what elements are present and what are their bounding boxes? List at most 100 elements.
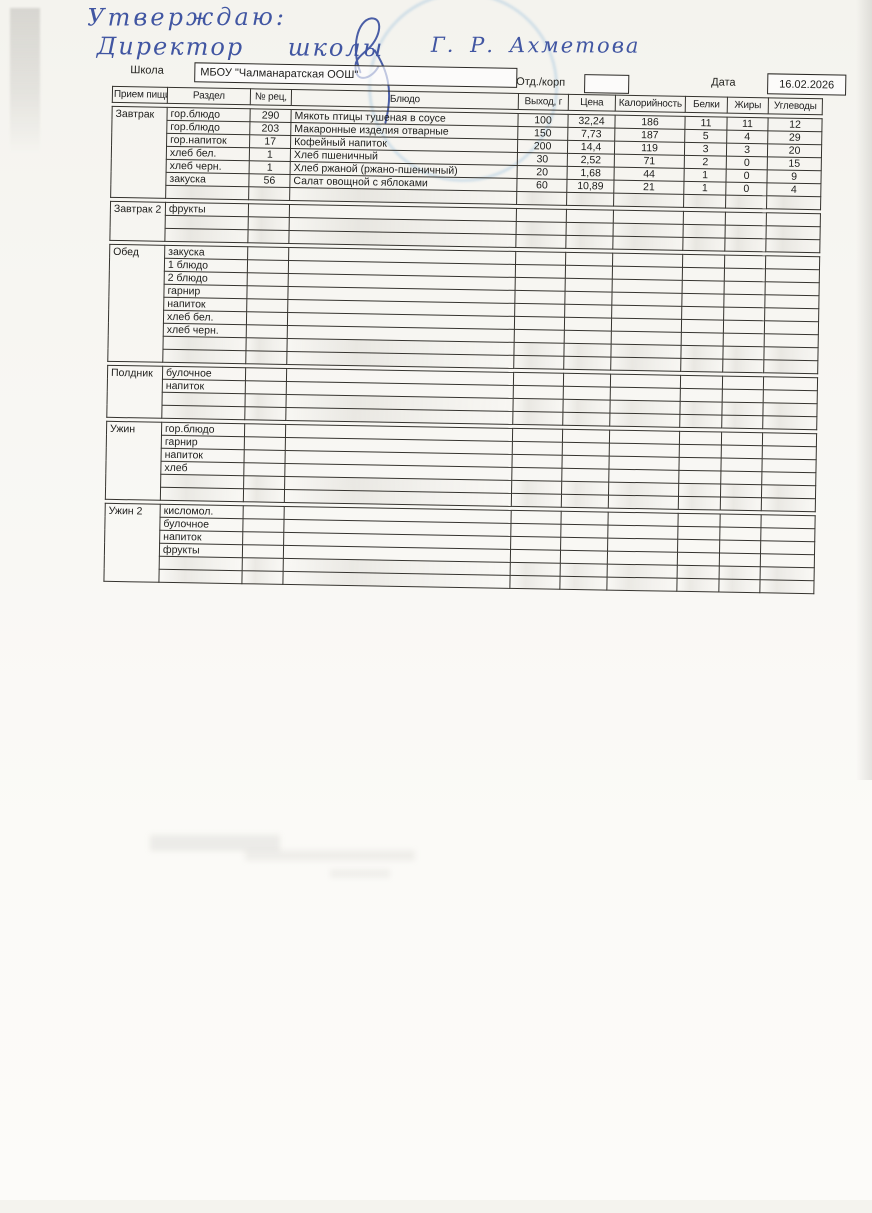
table-cell [607, 551, 678, 566]
table-cell: 20 [517, 165, 568, 180]
table-cell [515, 234, 567, 249]
table-cell [566, 222, 614, 237]
table-cell [613, 193, 684, 208]
column-header: Блюдо [291, 89, 519, 110]
table-cell [516, 191, 567, 206]
table-cell: 44 [614, 167, 685, 182]
table-cell [763, 389, 818, 404]
table-cell [244, 449, 286, 464]
table-cell [762, 415, 817, 430]
table-cell: фрукты [159, 543, 243, 558]
table-cell: 4 [726, 130, 768, 144]
table-cell [609, 443, 680, 458]
table-cell [515, 264, 566, 279]
table-cell [766, 212, 821, 227]
table-cell [565, 278, 613, 293]
table-cell [677, 539, 720, 554]
meal-label: Завтрак [110, 106, 168, 199]
table-cell [682, 280, 725, 295]
table-cell: 3 [684, 142, 727, 157]
meal-label: Обед [107, 244, 165, 363]
column-header: № рец, [250, 88, 292, 106]
table-cell: 30 [517, 152, 568, 167]
table-cell: 4 [766, 182, 821, 197]
table-cell [565, 235, 614, 250]
table-cell [510, 549, 561, 564]
table-cell [246, 285, 289, 300]
table-cell [611, 305, 682, 320]
column-header: Раздел [167, 87, 251, 105]
table-cell [719, 540, 761, 554]
table-cell [511, 480, 562, 495]
table-cell [679, 414, 722, 429]
table-cell [562, 442, 610, 457]
table-cell: 60 [516, 178, 568, 193]
menu-table: Прием пищи Раздел № рец, Блюдо Выход, г Цена К… [103, 85, 824, 595]
date-value: 16.02.2026 [779, 78, 835, 91]
table-cell [514, 290, 566, 305]
table-cell: 9 [766, 169, 822, 184]
table-cell [764, 307, 819, 322]
table-cell [763, 346, 819, 361]
table-cell [682, 237, 726, 252]
table-cell [611, 331, 682, 346]
table-cell [677, 552, 720, 567]
table-cell [613, 223, 684, 238]
table-cell [612, 266, 683, 281]
table-cell [761, 497, 816, 512]
table-cell [244, 436, 286, 451]
table-cell: гор.блюдо [166, 107, 251, 122]
table-cell [760, 540, 815, 555]
table-cell [679, 444, 722, 459]
table-cell [608, 482, 679, 497]
table-cell: фрукты [165, 202, 249, 217]
table-cell [285, 407, 513, 425]
table-cell: 2 блюдо [164, 271, 248, 286]
table-cell [607, 525, 678, 540]
table-cell [720, 484, 762, 498]
table-cell [681, 293, 725, 308]
table-cell: 200 [517, 139, 568, 154]
table-cell [512, 441, 563, 456]
table-cell [513, 385, 564, 400]
table-cell: напиток [163, 297, 247, 312]
table-cell [721, 402, 764, 416]
table-cell [721, 432, 763, 446]
table-cell: хлеб черн. [163, 323, 247, 338]
table-cell: гор.напиток [166, 133, 250, 148]
table-cell [677, 513, 721, 528]
table-cell [723, 307, 765, 321]
table-cell [247, 229, 290, 244]
table-cell: 11 [684, 116, 728, 131]
table-cell [560, 524, 608, 539]
table-cell: хлеб бел. [163, 310, 247, 325]
table-cell [243, 505, 285, 520]
table-cell [683, 224, 726, 239]
table-cell: 29 [767, 130, 822, 145]
table-cell [677, 526, 720, 541]
table-cell [160, 487, 244, 502]
table-cell [563, 343, 612, 358]
table-cell [765, 238, 820, 253]
table-cell: кисломол. [160, 504, 244, 519]
table-cell: 2,52 [567, 153, 615, 168]
meal-label: Завтрак 2 [109, 201, 166, 242]
table-cell [608, 469, 679, 484]
table-cell [760, 514, 816, 529]
table-cell [606, 577, 678, 592]
table-cell [725, 212, 767, 226]
table-cell: закуска [165, 172, 250, 187]
table-cell [510, 562, 561, 577]
table-cell [165, 185, 249, 200]
table-cell [282, 571, 511, 589]
table-cell [511, 454, 563, 469]
table-cell [515, 277, 566, 292]
table-cell [719, 566, 761, 580]
school-input: МБОУ "Чалманаратская ООШ" [194, 62, 518, 88]
table-cell [760, 527, 815, 542]
table-cell: гарнир [161, 435, 245, 450]
table-cell [764, 294, 820, 309]
table-cell [514, 303, 565, 318]
table-cell [245, 350, 287, 365]
handwriting-director-name: Г. Р. Ахметова [430, 32, 641, 58]
